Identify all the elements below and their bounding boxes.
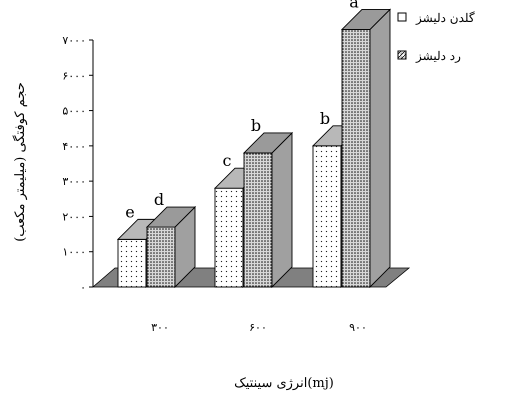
- x-tick-label: ۹۰۰: [349, 321, 367, 334]
- bar-letter-label: b: [320, 109, 330, 128]
- legend-swatch-red-delicious: [397, 50, 407, 60]
- bar-top: [145, 206, 197, 228]
- legend: گلدن دلیشز رد دلیشز: [397, 11, 475, 63]
- bar-letter-label: c: [223, 151, 232, 170]
- legend-label-red-delicious: رد دلیشز: [415, 49, 461, 63]
- bar-front: [117, 238, 147, 288]
- bar-letter-label: e: [125, 202, 134, 221]
- y-tick-label: ۴۰۰۰: [62, 140, 86, 153]
- y-tick-label: ۵۰۰۰: [62, 105, 86, 118]
- y-axis-title: حجم کوفتگی (میلیمتر مکعب): [12, 82, 28, 242]
- bar-red-delicious-2: [242, 131, 294, 289]
- bar-letter-label: d: [154, 190, 164, 209]
- bars-group: [116, 8, 392, 289]
- y-tick-label: ۲۰۰۰: [62, 210, 86, 223]
- y-tick-label: ۳۰۰۰: [62, 175, 86, 188]
- legend-swatch-golden-delicious: [397, 12, 407, 22]
- y-axis: ۰ ۱۰۰۰ ۲۰۰۰ ۳۰۰۰ ۴۰۰۰ ۵۰۰۰ ۶۰۰۰ ۷۰۰۰: [62, 34, 94, 294]
- bar-front: [341, 28, 371, 288]
- bar-front: [214, 187, 244, 288]
- x-axis-title: انرژی سینتیک(mj): [234, 376, 334, 391]
- y-tick-label: ۱۰۰۰: [62, 246, 86, 259]
- y-tick-label: ۰: [80, 281, 86, 294]
- bar-front: [312, 145, 342, 288]
- bar-top: [242, 132, 294, 154]
- y-tick-label: ۶۰۰۰: [62, 69, 86, 82]
- bar-top: [340, 8, 392, 30]
- legend-label-golden-delicious: گلدن دلیشز: [415, 11, 475, 25]
- x-tick-label: ۳۰۰: [151, 321, 169, 334]
- bar-front: [146, 226, 176, 288]
- bar-side: [271, 131, 293, 289]
- x-tick-label: ۶۰۰: [249, 321, 267, 334]
- bar-red-delicious-3: [340, 8, 392, 289]
- bar-red-delicious-1: [145, 205, 197, 289]
- x-axis: ۳۰۰ ۶۰۰ ۹۰۰: [151, 321, 367, 334]
- bar-letter-label: a: [349, 0, 359, 11]
- y-tick-label: ۷۰۰۰: [62, 34, 86, 47]
- bar-letter-label: b: [251, 116, 261, 135]
- bar-side: [369, 8, 391, 289]
- bar-front: [243, 152, 273, 288]
